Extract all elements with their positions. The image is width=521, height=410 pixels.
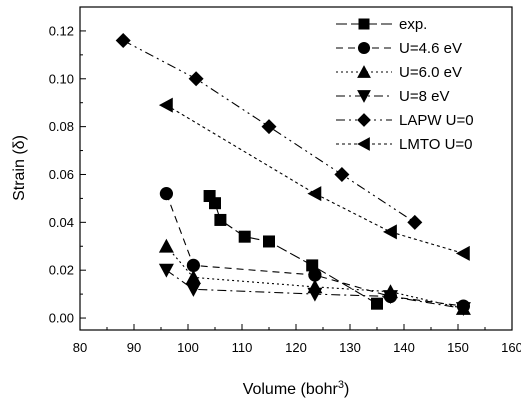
data-point-triangle-down [455,302,471,316]
data-point-triangle-left [357,137,370,151]
y-tick-label: 0.04 [49,215,74,230]
series-1 [203,190,383,310]
x-tick-label: 110 [232,340,253,355]
legend-item: LAPW U=0 [336,112,474,129]
y-tick-label: 0.10 [49,71,74,86]
legend-label: LAPW U=0 [399,112,474,129]
legend-item: U=8 eV [336,88,449,105]
legend-label: exp. [399,16,427,33]
x-tick-label: 100 [177,340,199,355]
data-point-square [238,230,251,243]
legend-item: U=4.6 eV [336,40,462,57]
data-point-triangle-left [383,224,397,240]
data-point-triangle-down [383,290,398,305]
series-6 [158,97,470,261]
data-point-triangle-left [455,245,470,261]
data-point-square [263,235,275,248]
y-tick-label: 0.08 [49,119,74,134]
data-point-diamond [334,166,350,182]
y-tick-label: 0.02 [49,263,74,278]
data-point-circle [357,41,371,55]
data-point-triangle-up [185,269,201,284]
series-4 [158,263,471,316]
data-point-diamond [357,113,371,127]
legend-item: LMTO U=0 [336,136,473,153]
x-tick-label: 140 [393,340,415,355]
data-point-diamond [261,119,277,135]
data-point-triangle-up [357,65,371,78]
data-point-triangle-down [158,263,174,278]
x-tick-label: 160 [501,340,521,355]
legend: exp. U=4.6 eV U=6.0 eV U=8 eV LAPW U=0 LMTO U… [336,16,474,153]
data-point-triangle-up [158,238,174,253]
x-axis-label-superscript: 3 [338,379,344,391]
data-point-diamond [115,32,131,48]
data-point-triangle-left [158,97,173,113]
x-axis-label: Volume (bohr3) [243,379,350,398]
x-axis-label-close: ) [344,381,349,398]
legend-label: U=4.6 eV [399,40,462,57]
data-point-triangle-down [185,282,201,297]
data-point-triangle-left [307,186,322,202]
legend-label: U=6.0 eV [399,64,462,81]
data-point-circle [308,268,322,282]
y-axis-label: Strain (δ) [11,135,28,201]
x-tick-label: 120 [285,340,307,355]
data-point-triangle-down [357,90,371,103]
x-tick-label: 150 [447,340,469,355]
data-point-circle [186,258,200,272]
data-point-square [358,18,370,30]
series-5 [115,32,423,230]
data-point-diamond [407,214,423,230]
x-tick-label: 90 [127,340,141,355]
series-line [209,195,378,305]
y-tick-label: 0.12 [49,23,74,38]
data-point-square [371,297,383,310]
legend-label: LMTO U=0 [399,136,473,153]
data-point-square [209,197,221,210]
axis-ticks: 80 90 100 110 120 130 140 150 160 0.00 0.02 0.04 0.0… [49,23,521,355]
series-layer [115,32,471,316]
series-line [166,104,464,254]
y-tick-label: 0.06 [49,167,74,182]
data-point-diamond [188,71,204,87]
legend-item: U=6.0 eV [336,64,462,81]
data-point-circle [159,187,173,201]
legend-label: U=8 eV [399,88,449,105]
data-point-triangle-down [307,287,323,302]
x-tick-label: 80 [73,340,87,355]
legend-item: exp. [336,16,427,33]
data-point-square [214,213,227,226]
x-tick-label: 130 [339,340,361,355]
y-tick-label: 0.00 [49,311,74,326]
